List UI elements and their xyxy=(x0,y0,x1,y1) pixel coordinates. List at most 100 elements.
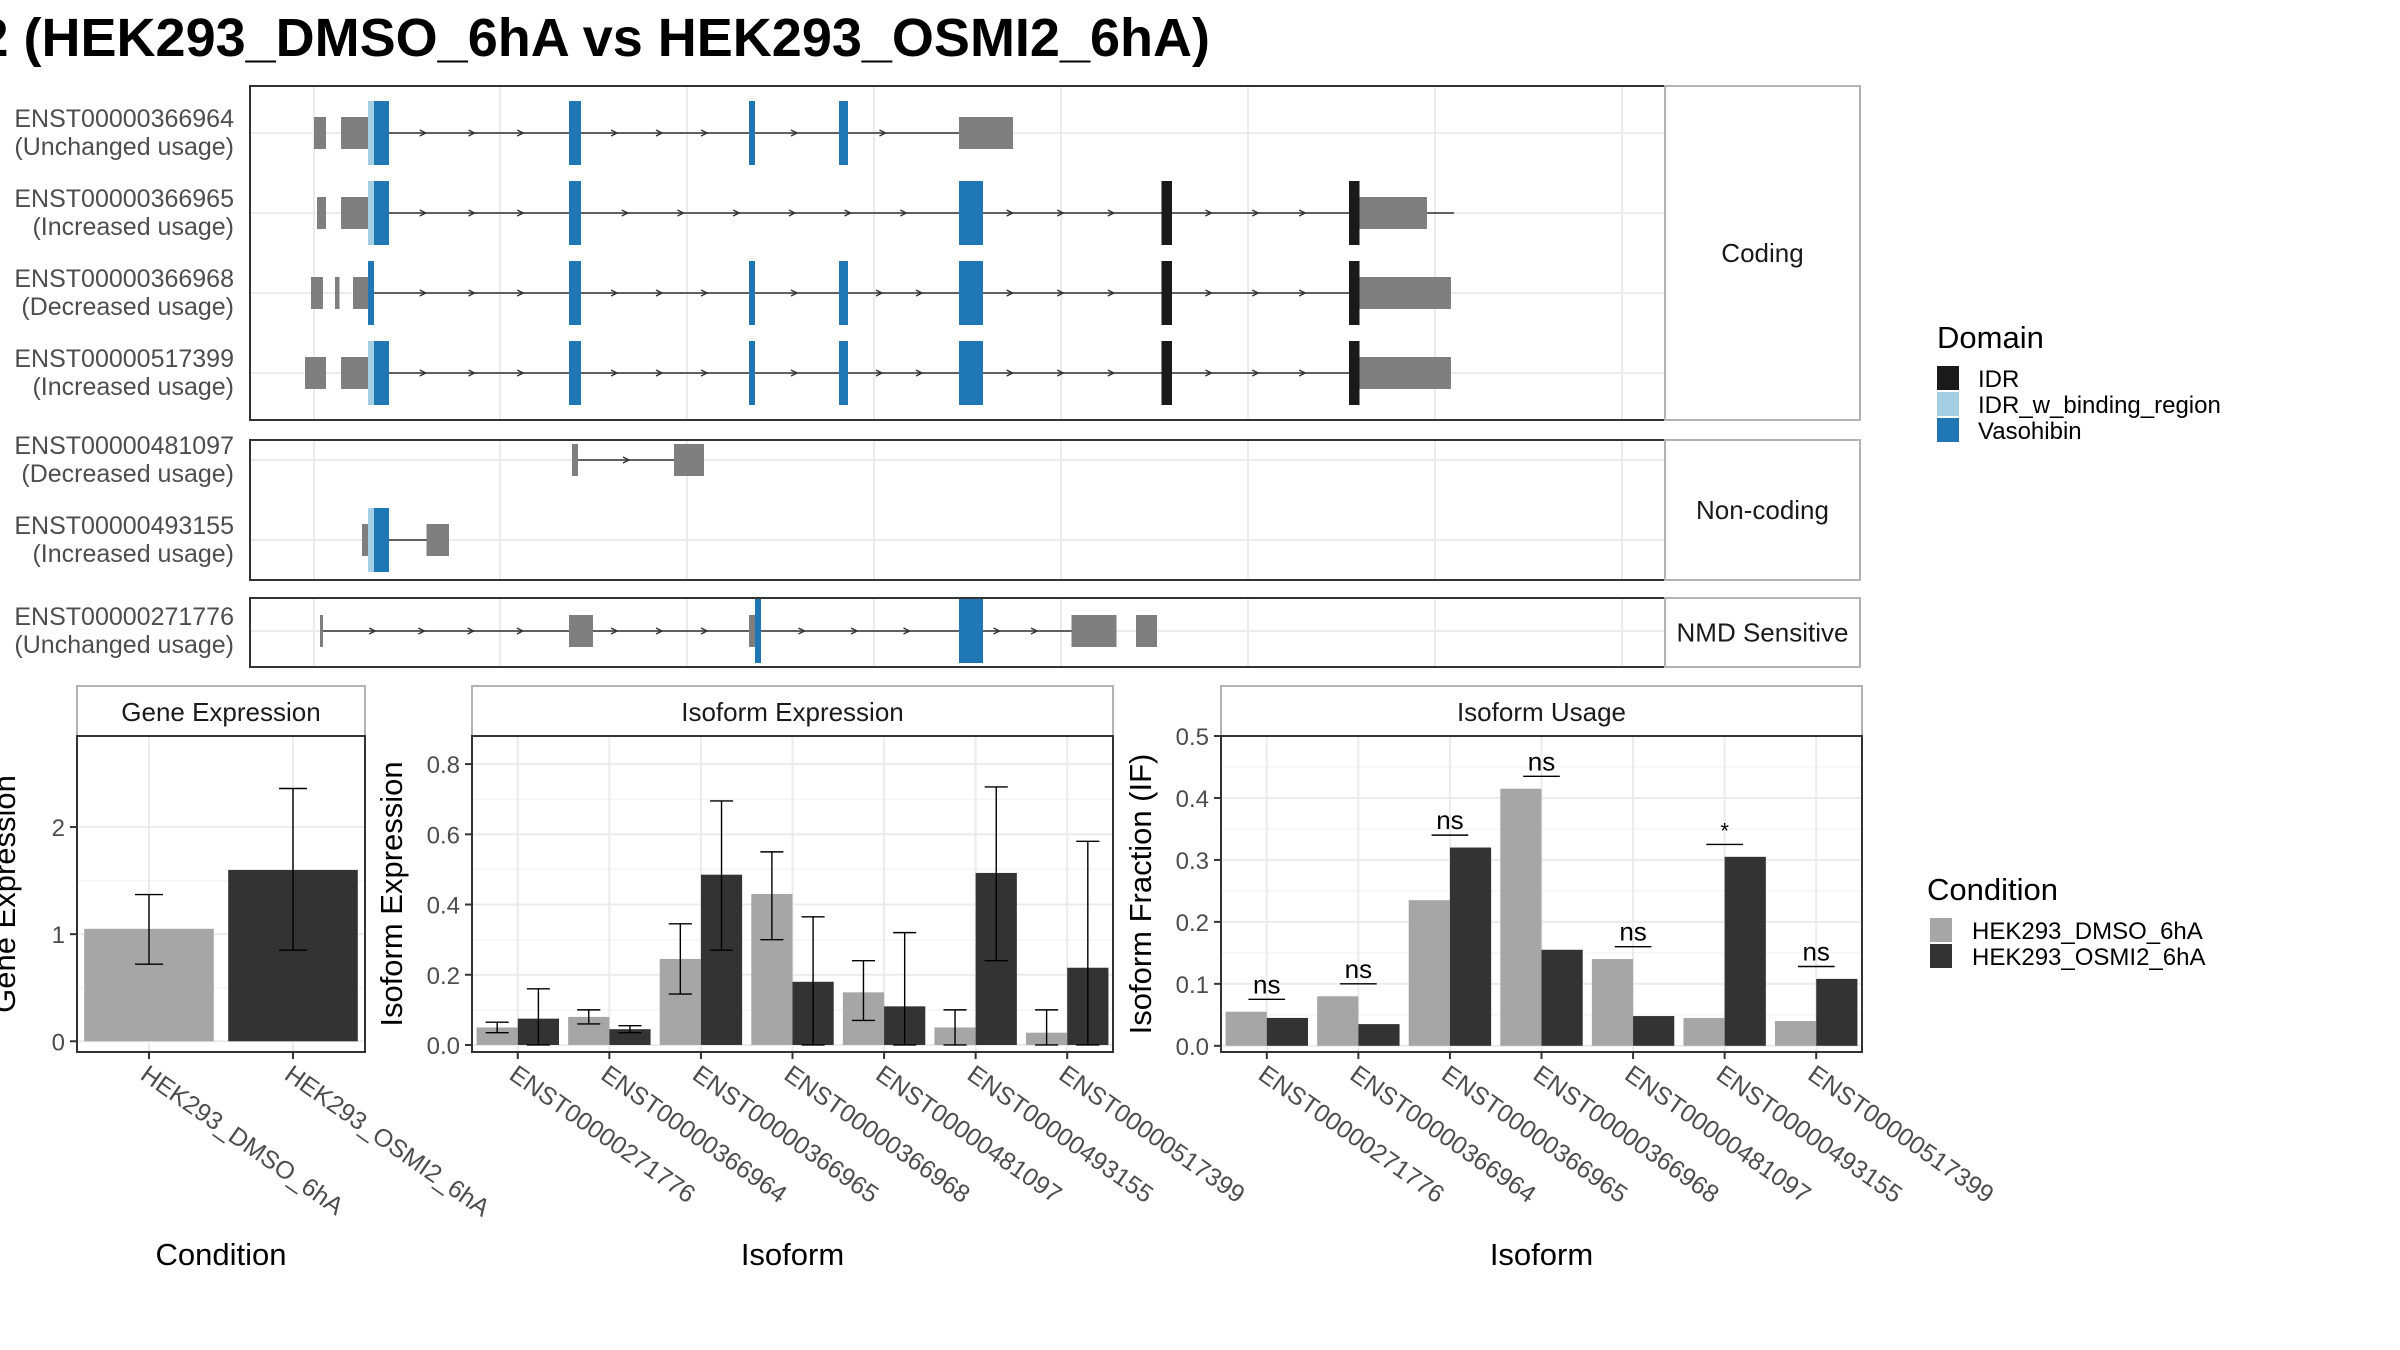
transcript-usage: (Increased usage) xyxy=(32,213,234,241)
error-bar xyxy=(1076,840,1100,1046)
panel-background xyxy=(250,598,1665,667)
utr-exon xyxy=(341,357,368,389)
transcript-usage: (Increased usage) xyxy=(32,540,234,568)
utr-exon xyxy=(572,444,578,476)
y-tick-label: 0.3 xyxy=(1176,848,1209,875)
intron-arrow xyxy=(1298,369,1307,377)
intron-arrow xyxy=(700,289,709,297)
intron-arrow xyxy=(1107,289,1116,297)
error-bar xyxy=(801,916,825,1046)
transcript-track: ENST00000366964(Unchanged usage) xyxy=(14,101,1013,165)
utr-exon xyxy=(426,524,449,556)
utr-exon xyxy=(749,615,755,647)
x-axis-label: Isoform xyxy=(1490,1237,1593,1272)
bar xyxy=(1683,1017,1725,1046)
bar xyxy=(1816,978,1858,1046)
intron-arrow xyxy=(516,209,525,217)
transcript-id: ENST00000493155 xyxy=(14,512,234,540)
utr-exon xyxy=(311,277,323,309)
intron-arrow xyxy=(610,289,619,297)
utr-exon xyxy=(1359,197,1427,229)
intron-arrow xyxy=(610,129,619,137)
error-bar xyxy=(485,1021,509,1034)
intron-arrow xyxy=(1205,289,1213,297)
y-tick-label: 0.2 xyxy=(1176,910,1209,937)
bar xyxy=(1358,1024,1400,1046)
intron-arrow xyxy=(622,456,631,464)
bar xyxy=(1449,847,1492,1046)
bar xyxy=(1317,996,1359,1046)
error-bar xyxy=(526,988,550,1046)
transcript-usage: (Unchanged usage) xyxy=(14,631,234,659)
error-bar xyxy=(1035,1009,1059,1046)
domain-exon-vasohibin xyxy=(749,341,755,405)
intron-arrow xyxy=(993,627,1002,635)
transcript-track: ENST00000481097(Decreased usage) xyxy=(14,432,704,488)
bar xyxy=(1225,1011,1267,1046)
intron-arrow xyxy=(516,289,525,297)
panel-background xyxy=(250,86,1665,420)
domain-exon-idr xyxy=(1349,181,1360,245)
utr-exon xyxy=(320,615,323,647)
y-tick-label: 0.0 xyxy=(427,1033,460,1060)
utr-exon xyxy=(674,444,704,476)
domain-exon-idr xyxy=(1349,261,1360,325)
intron-arrow xyxy=(516,627,525,635)
utr-exon xyxy=(353,277,368,309)
intron-arrow xyxy=(1056,209,1065,217)
panel-strip xyxy=(1664,597,1861,668)
bar-charts: Gene Expression012HEK293_DMSO_6hAHEK293_… xyxy=(0,685,1999,1272)
y-tick-label: 0.5 xyxy=(1176,724,1209,751)
domain-exon-idr-w-binding-region xyxy=(368,341,374,405)
y-tick-label: 0 xyxy=(52,1029,65,1056)
domain-exon-vasohibin xyxy=(839,101,848,165)
intron-arrow xyxy=(516,369,525,377)
error-bar xyxy=(984,786,1008,962)
y-tick-label: 0.4 xyxy=(1176,786,1209,813)
domain-exon-idr xyxy=(1161,181,1172,245)
panel-strip-label: Non-coding xyxy=(1696,495,1829,525)
significance-label: ns xyxy=(1436,805,1463,835)
bar xyxy=(476,1027,518,1045)
bar xyxy=(1541,949,1583,1046)
chart-strip xyxy=(471,685,1114,737)
intron-arrow xyxy=(655,627,664,635)
intron-arrow xyxy=(790,129,799,137)
utr-exon xyxy=(1071,615,1117,647)
chart-strip xyxy=(76,685,366,737)
transcript-id: ENST00000366968 xyxy=(14,265,234,293)
intron-arrow xyxy=(468,369,477,377)
utr-exon xyxy=(314,117,326,149)
y-tick-label: 0.1 xyxy=(1176,972,1209,999)
intron-arrow xyxy=(915,289,924,297)
intron-arrow xyxy=(899,209,908,217)
panel-non-coding: Non-coding ENST00000481097(Decreased usag… xyxy=(14,432,1861,581)
error-bar xyxy=(618,1024,642,1034)
intron-arrow xyxy=(1251,289,1260,297)
significance-label: ns xyxy=(1528,746,1555,776)
x-axis-label: Condition xyxy=(156,1237,287,1272)
domain-exon-vasohibin xyxy=(569,181,581,245)
intron-arrow xyxy=(1030,627,1039,635)
error-bar xyxy=(760,851,784,941)
domain-exon-vasohibin xyxy=(959,261,983,325)
intron-arrow xyxy=(1006,369,1015,377)
chart-gene-expression: Gene Expression012HEK293_DMSO_6hAHEK293_… xyxy=(0,685,495,1272)
intron-arrow xyxy=(419,289,428,297)
bar xyxy=(1266,1017,1308,1046)
y-tick-label: 0.8 xyxy=(427,752,460,779)
intron-arrow xyxy=(1251,369,1260,377)
domain-exon-vasohibin xyxy=(569,261,581,325)
transcript-track: ENST00000517399(Increased usage) xyxy=(14,341,1451,405)
intron-arrow xyxy=(419,129,428,137)
domain-exon-idr xyxy=(1161,341,1172,405)
domain-legend-label: IDR xyxy=(1978,366,2019,393)
domain-exon-vasohibin xyxy=(749,261,755,325)
domain-exon-vasohibin xyxy=(959,341,983,405)
utr-exon xyxy=(335,277,340,309)
domain-exon-vasohibin xyxy=(839,341,848,405)
domain-exon-vasohibin xyxy=(368,261,374,325)
intron-arrow xyxy=(903,627,912,635)
